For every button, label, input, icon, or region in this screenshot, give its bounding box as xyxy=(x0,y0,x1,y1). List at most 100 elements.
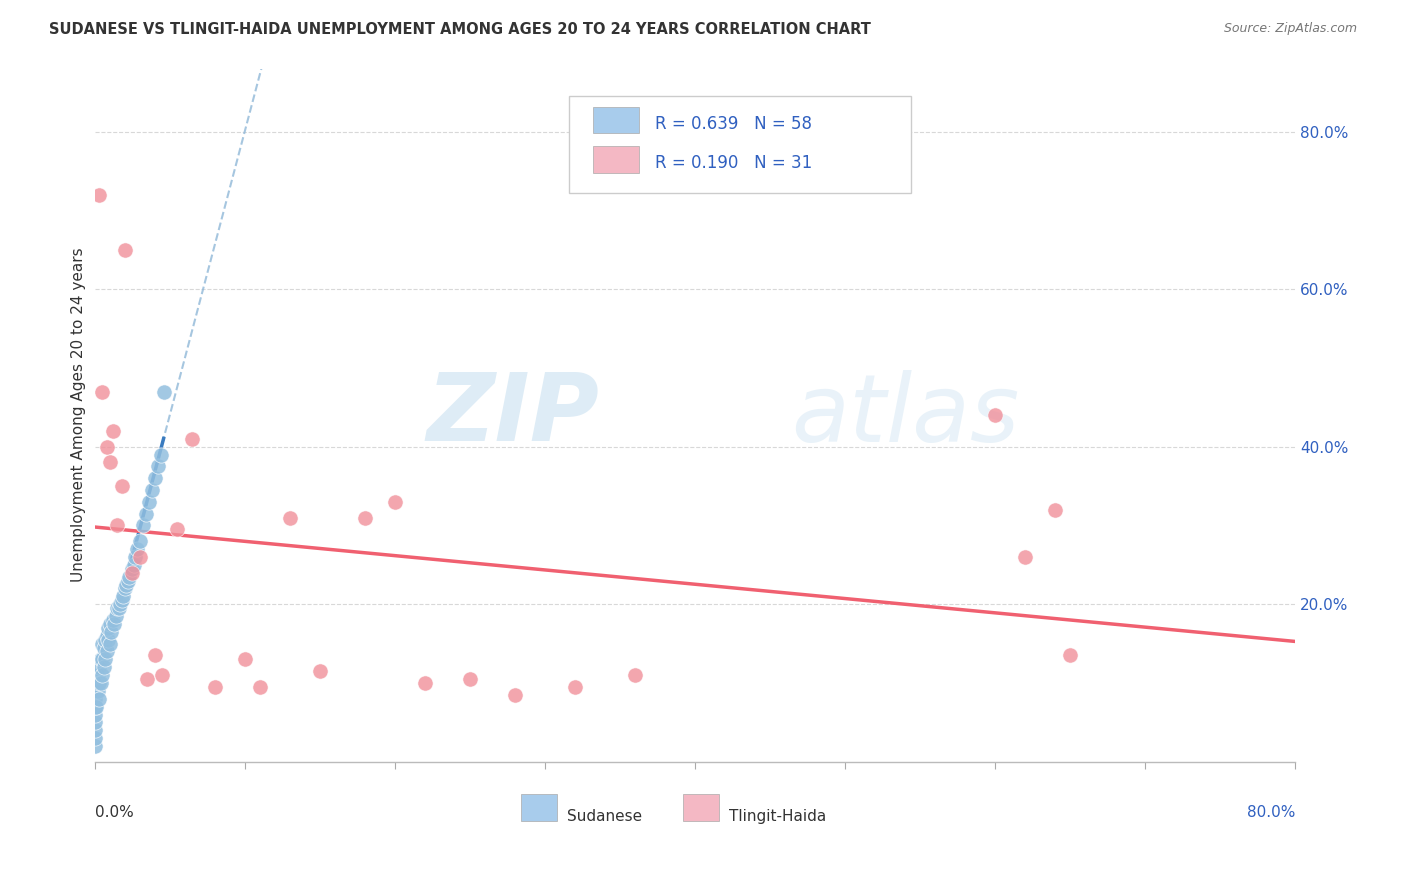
Point xyxy=(984,408,1007,422)
Point xyxy=(84,684,107,698)
Point xyxy=(131,518,153,533)
Point xyxy=(104,609,127,624)
Point xyxy=(122,558,145,572)
Point xyxy=(152,384,174,399)
Point xyxy=(1014,549,1036,564)
Point xyxy=(112,590,135,604)
Point xyxy=(1045,502,1067,516)
Text: 0.0%: 0.0% xyxy=(94,805,134,820)
Point xyxy=(101,613,124,627)
Text: 80.0%: 80.0% xyxy=(1247,805,1295,820)
Point xyxy=(101,424,124,438)
Point xyxy=(83,676,105,690)
Point xyxy=(115,577,138,591)
Point xyxy=(135,507,157,521)
Point xyxy=(233,652,256,666)
Point xyxy=(90,652,112,666)
Point xyxy=(83,699,105,714)
Point xyxy=(91,637,114,651)
FancyBboxPatch shape xyxy=(569,96,911,194)
FancyBboxPatch shape xyxy=(593,146,638,172)
Point xyxy=(98,637,121,651)
Point xyxy=(1059,648,1081,663)
Point xyxy=(128,534,150,549)
Point xyxy=(564,680,586,694)
FancyBboxPatch shape xyxy=(683,795,718,821)
Point xyxy=(83,739,105,753)
Point xyxy=(87,676,110,690)
Point xyxy=(87,660,110,674)
Point xyxy=(128,549,150,564)
Point xyxy=(124,549,146,564)
Point xyxy=(105,518,128,533)
Point xyxy=(138,495,160,509)
Point xyxy=(143,648,166,663)
Point xyxy=(96,644,118,658)
Text: ZIP: ZIP xyxy=(426,369,599,461)
Text: Sudanese: Sudanese xyxy=(567,809,641,824)
Point xyxy=(141,483,163,497)
Point xyxy=(86,668,108,682)
Point xyxy=(458,672,481,686)
Point xyxy=(110,593,132,607)
Point xyxy=(83,715,105,730)
Point xyxy=(94,652,117,666)
Point xyxy=(143,471,166,485)
Point xyxy=(97,632,120,647)
Point xyxy=(249,680,271,694)
Point xyxy=(83,707,105,722)
Point xyxy=(118,569,141,583)
Point xyxy=(136,672,159,686)
FancyBboxPatch shape xyxy=(520,795,557,821)
Point xyxy=(110,479,132,493)
Point xyxy=(96,629,118,643)
Point xyxy=(121,566,143,580)
Text: SUDANESE VS TLINGIT-HAIDA UNEMPLOYMENT AMONG AGES 20 TO 24 YEARS CORRELATION CHA: SUDANESE VS TLINGIT-HAIDA UNEMPLOYMENT A… xyxy=(49,22,872,37)
Point xyxy=(278,510,301,524)
Point xyxy=(384,495,406,509)
Point xyxy=(353,510,375,524)
Point xyxy=(121,562,143,576)
Point xyxy=(98,455,121,469)
Point xyxy=(413,676,436,690)
Point xyxy=(108,597,131,611)
Point xyxy=(94,632,117,647)
Point xyxy=(83,668,105,682)
Point xyxy=(149,448,172,462)
Point xyxy=(150,668,173,682)
Point xyxy=(91,384,114,399)
Text: atlas: atlas xyxy=(792,369,1019,460)
FancyBboxPatch shape xyxy=(593,107,638,133)
Point xyxy=(503,688,526,702)
Text: Source: ZipAtlas.com: Source: ZipAtlas.com xyxy=(1223,22,1357,36)
Point xyxy=(83,684,105,698)
Point xyxy=(117,574,139,588)
Point xyxy=(93,660,115,674)
Point xyxy=(181,432,204,446)
Point xyxy=(93,640,115,655)
Point xyxy=(87,691,110,706)
Point xyxy=(83,691,105,706)
Point xyxy=(100,624,122,639)
Point xyxy=(146,459,169,474)
Point xyxy=(624,668,647,682)
Point xyxy=(98,616,121,631)
Point xyxy=(125,542,148,557)
Point xyxy=(308,664,330,678)
Text: Tlingit-Haida: Tlingit-Haida xyxy=(728,809,825,824)
Y-axis label: Unemployment Among Ages 20 to 24 years: Unemployment Among Ages 20 to 24 years xyxy=(72,248,86,582)
Point xyxy=(114,243,136,257)
Point xyxy=(84,699,107,714)
Point xyxy=(86,684,108,698)
Point xyxy=(91,652,114,666)
Point xyxy=(114,582,136,596)
Point xyxy=(166,522,188,536)
Point xyxy=(83,731,105,746)
Point xyxy=(83,723,105,738)
Point xyxy=(103,616,125,631)
Point xyxy=(90,676,112,690)
Point xyxy=(91,668,114,682)
Point xyxy=(105,601,128,615)
Point xyxy=(87,187,110,202)
Point xyxy=(96,440,118,454)
